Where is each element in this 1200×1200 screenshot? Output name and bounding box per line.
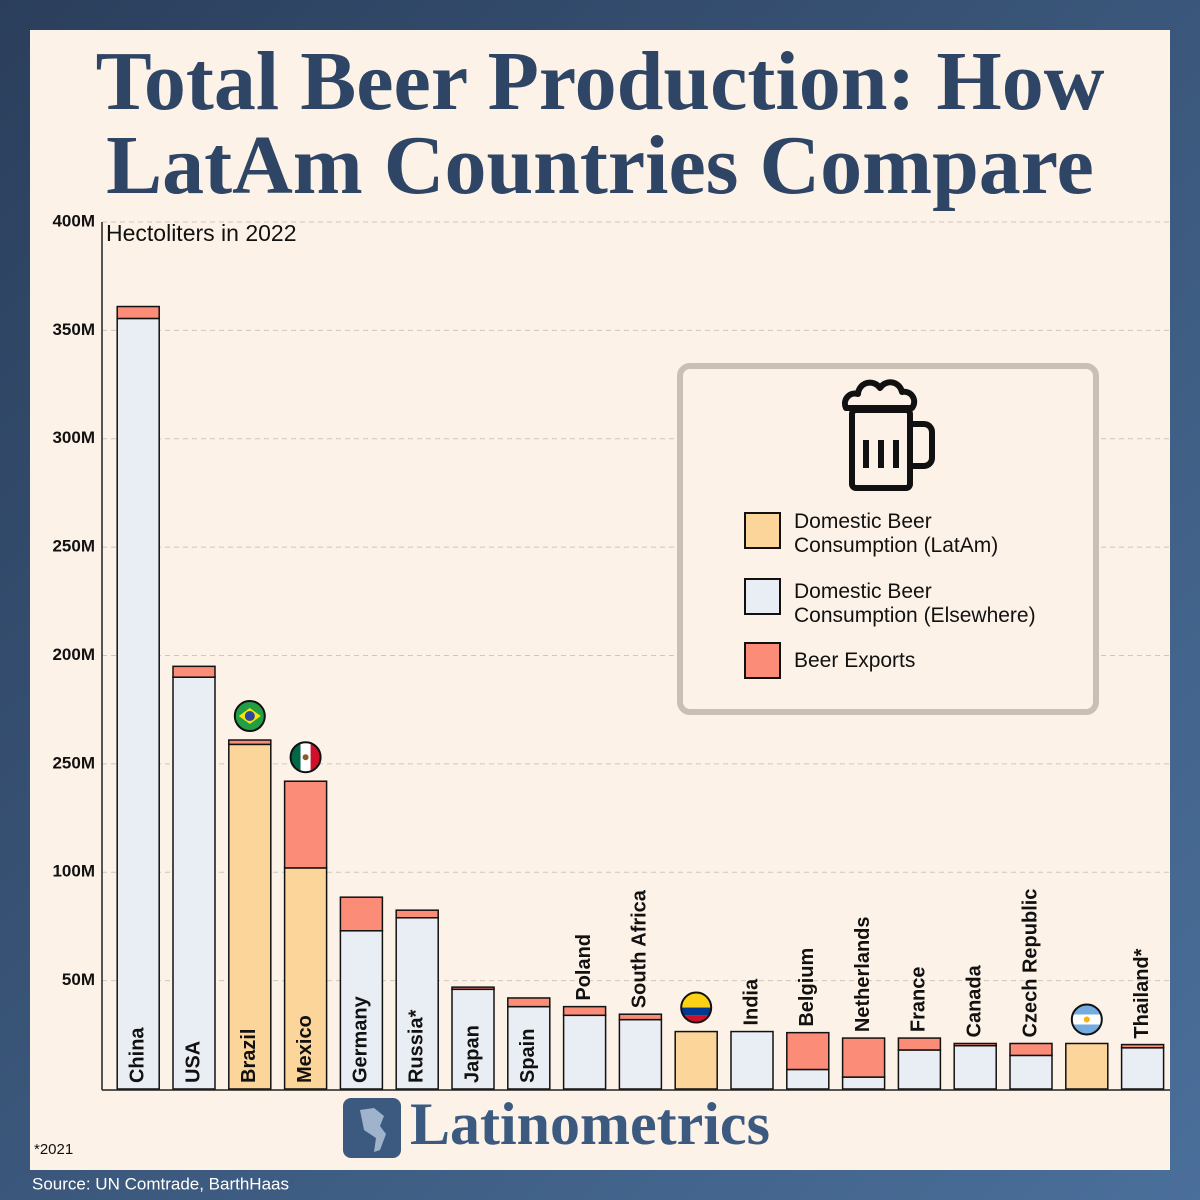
y-tick-label: 400M bbox=[52, 211, 95, 230]
bar-segment bbox=[674, 1030, 718, 1090]
x-tick-label: Brazil bbox=[238, 1029, 260, 1083]
flag-colombia bbox=[680, 991, 713, 1024]
bar-segment bbox=[228, 739, 272, 746]
flag-mexico bbox=[289, 741, 322, 774]
brand: Latinometrics bbox=[410, 1091, 770, 1157]
bar-segment bbox=[1009, 1042, 1053, 1057]
x-tick-label: Canada bbox=[963, 964, 985, 1037]
bar-segment bbox=[1065, 1042, 1109, 1090]
y-tick-label: 50M bbox=[62, 970, 95, 989]
y-tick-label: 100M bbox=[52, 862, 95, 881]
bar-segment bbox=[562, 1014, 607, 1090]
flag-argentina bbox=[1070, 1003, 1103, 1036]
bar-segment bbox=[172, 676, 216, 1090]
bar-segment bbox=[953, 1044, 997, 1090]
bar-segment bbox=[283, 780, 328, 869]
bar-segment bbox=[897, 1049, 942, 1090]
legend-label: Domestic Beer Consumption (Elsewhere) bbox=[794, 580, 1036, 627]
bar-segment bbox=[841, 1037, 886, 1078]
legend-box bbox=[677, 363, 1099, 715]
y-tick-label: 200M bbox=[52, 645, 95, 664]
legend-swatch bbox=[744, 578, 781, 615]
y-tick-label: 300M bbox=[52, 428, 95, 447]
bar-segment bbox=[562, 1005, 607, 1017]
x-tick-label: Czech Republic bbox=[1019, 889, 1041, 1038]
legend-swatch bbox=[744, 512, 781, 549]
x-tick-label: India bbox=[740, 978, 762, 1026]
x-tick-label: China bbox=[126, 1027, 148, 1083]
bar-segment bbox=[953, 1042, 997, 1047]
bar-segment bbox=[897, 1037, 942, 1051]
bar-segment bbox=[1120, 1043, 1165, 1049]
bar-segment bbox=[786, 1068, 830, 1090]
bar-segment bbox=[1009, 1054, 1053, 1090]
x-tick-label: Russia* bbox=[405, 1009, 427, 1083]
flag-brazil bbox=[233, 700, 266, 733]
bar-segment bbox=[283, 867, 328, 1090]
x-tick-label: Netherlands bbox=[852, 916, 874, 1032]
legend-swatch bbox=[744, 642, 781, 679]
y-tick-label: 350M bbox=[52, 320, 95, 339]
x-tick-label: Belgium bbox=[796, 948, 818, 1027]
bar-segment bbox=[451, 988, 495, 1090]
bar-segment bbox=[786, 1031, 830, 1071]
x-tick-label: USA bbox=[182, 1041, 204, 1083]
bar-segment bbox=[451, 986, 495, 991]
mug-icon bbox=[841, 379, 935, 491]
bar-segment bbox=[395, 909, 439, 919]
x-tick-label: Germany bbox=[350, 995, 372, 1083]
x-tick-label: France bbox=[908, 966, 930, 1032]
legend-label: Domestic Beer Consumption (LatAm) bbox=[794, 510, 999, 557]
bar-segment bbox=[339, 896, 384, 932]
bar-segment bbox=[730, 1030, 774, 1090]
bar-segment bbox=[841, 1076, 886, 1090]
y-tick-label: 250M bbox=[52, 537, 95, 556]
x-tick-label: Poland bbox=[573, 934, 595, 1001]
x-tick-label: Mexico bbox=[294, 1015, 316, 1083]
bar-segment bbox=[116, 317, 160, 1090]
bar-segment bbox=[116, 305, 160, 320]
bar-segment bbox=[1120, 1047, 1165, 1090]
source: Source: UN Comtrade, BarthHaas bbox=[32, 1174, 289, 1193]
bar-segment bbox=[618, 1013, 663, 1021]
bar-segment bbox=[618, 1018, 663, 1090]
x-tick-label: Thailand* bbox=[1131, 948, 1153, 1038]
bar-segment bbox=[507, 997, 551, 1008]
y-tick-label: 250M bbox=[52, 753, 95, 772]
brand-map bbox=[360, 1108, 386, 1152]
legend-label: Beer Exports bbox=[794, 649, 916, 672]
bar-segment bbox=[395, 917, 439, 1090]
x-tick-label: South Africa bbox=[629, 889, 651, 1008]
footnote: *2021 bbox=[34, 1141, 73, 1158]
bar-segment bbox=[172, 665, 216, 678]
x-tick-label: Japan bbox=[461, 1025, 483, 1083]
x-tick-label: Spain bbox=[517, 1029, 539, 1083]
chart-title: Total Beer Production: How LatAm Countri… bbox=[95, 35, 1105, 212]
subtitle: Hectoliters in 2022 bbox=[106, 220, 297, 246]
